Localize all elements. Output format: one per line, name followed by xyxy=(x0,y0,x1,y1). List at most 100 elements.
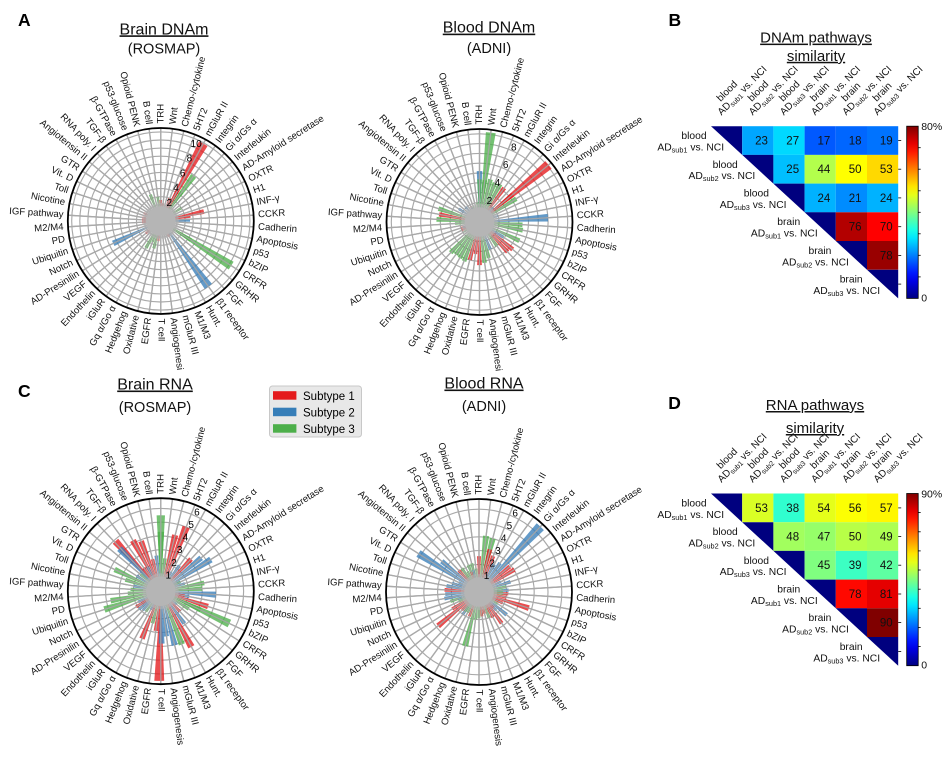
svg-text:p53: p53 xyxy=(252,616,271,631)
svg-text:21: 21 xyxy=(849,193,862,205)
svg-text:47: 47 xyxy=(818,532,831,544)
svg-text:Blood DNAm: Blood DNAm xyxy=(443,20,535,37)
svg-text:EGFR: EGFR xyxy=(458,688,472,716)
svg-text:ADsub3 vs. NCI: ADsub3 vs. NCI xyxy=(813,653,880,665)
svg-text:B cell: B cell xyxy=(140,100,154,125)
svg-text:TRH: TRH xyxy=(155,104,166,124)
svg-text:D: D xyxy=(668,393,681,413)
svg-text:RNA pathways: RNA pathways xyxy=(766,397,864,414)
svg-text:TRH: TRH xyxy=(155,474,166,494)
svg-text:Cadherin: Cadherin xyxy=(258,592,298,605)
svg-text:ADsub1 vs. NCI: ADsub1 vs. NCI xyxy=(657,510,724,522)
svg-text:INF-γ: INF-γ xyxy=(256,563,281,578)
svg-text:18: 18 xyxy=(849,136,862,148)
svg-text:Wnt: Wnt xyxy=(486,107,499,126)
svg-text:M2/M4: M2/M4 xyxy=(34,592,65,605)
svg-text:Wnt: Wnt xyxy=(168,106,181,125)
svg-text:70: 70 xyxy=(880,222,893,234)
svg-text:Subtype 2: Subtype 2 xyxy=(303,408,355,420)
svg-text:p53: p53 xyxy=(570,617,589,632)
svg-text:blood: blood xyxy=(681,131,706,142)
svg-text:B cell: B cell xyxy=(140,471,154,496)
svg-text:TRH: TRH xyxy=(474,105,485,125)
svg-text:CCKR: CCKR xyxy=(258,208,286,221)
svg-text:INF-γ: INF-γ xyxy=(574,194,599,209)
svg-text:brain: brain xyxy=(840,275,863,286)
svg-text:78: 78 xyxy=(880,250,893,262)
svg-text:8: 8 xyxy=(187,154,193,165)
svg-text:Wnt: Wnt xyxy=(168,477,181,496)
svg-text:similarity: similarity xyxy=(786,420,845,437)
svg-text:C: C xyxy=(18,381,31,401)
svg-text:10: 10 xyxy=(191,139,203,150)
svg-text:3: 3 xyxy=(177,545,183,556)
svg-text:76: 76 xyxy=(849,222,862,234)
svg-text:50: 50 xyxy=(849,164,862,176)
svg-text:54: 54 xyxy=(818,503,831,515)
svg-text:ADsub2 vs. NCI: ADsub2 vs. NCI xyxy=(689,539,756,551)
svg-text:H1: H1 xyxy=(571,183,586,197)
svg-text:24: 24 xyxy=(818,193,831,205)
svg-text:90%: 90% xyxy=(921,489,942,501)
svg-text:T cell: T cell xyxy=(473,690,484,713)
svg-text:H1: H1 xyxy=(570,553,585,567)
svg-text:0: 0 xyxy=(921,660,927,672)
svg-text:27: 27 xyxy=(786,136,799,148)
svg-text:IGF pathway: IGF pathway xyxy=(327,577,382,591)
svg-text:CCKR: CCKR xyxy=(258,578,286,591)
svg-text:Blood RNA: Blood RNA xyxy=(444,376,523,393)
svg-text:blood: blood xyxy=(744,188,769,199)
svg-text:81: 81 xyxy=(880,589,893,601)
svg-text:42: 42 xyxy=(880,560,893,572)
svg-text:p53: p53 xyxy=(252,246,271,261)
svg-text:(ADNI): (ADNI) xyxy=(462,399,506,415)
svg-text:1: 1 xyxy=(484,571,490,582)
svg-text:80%: 80% xyxy=(921,121,942,133)
svg-text:ADsub1 vs. NCI: ADsub1 vs. NCI xyxy=(751,229,818,241)
svg-text:(ROSMAP): (ROSMAP) xyxy=(128,42,201,58)
svg-text:EGFR: EGFR xyxy=(140,317,154,345)
svg-text:PD: PD xyxy=(370,235,385,248)
svg-text:38: 38 xyxy=(786,503,799,515)
svg-text:INF-γ: INF-γ xyxy=(256,193,281,208)
svg-text:24: 24 xyxy=(880,193,893,205)
svg-text:ADsub2 vs. NCI: ADsub2 vs. NCI xyxy=(689,171,756,183)
svg-text:M2/M4: M2/M4 xyxy=(34,222,65,235)
svg-text:48: 48 xyxy=(786,532,799,544)
svg-text:(ADNI): (ADNI) xyxy=(467,41,511,57)
svg-text:19: 19 xyxy=(880,136,893,148)
svg-text:6: 6 xyxy=(180,169,186,180)
svg-text:5: 5 xyxy=(188,520,194,531)
svg-text:Subtype 1: Subtype 1 xyxy=(303,391,355,403)
svg-text:ADsub3 vs. NCI: ADsub3 vs. NCI xyxy=(720,567,787,579)
svg-text:Cadherin: Cadherin xyxy=(576,223,616,236)
svg-text:brain: brain xyxy=(777,217,800,228)
svg-text:IGF pathway: IGF pathway xyxy=(328,207,383,221)
svg-text:CCKR: CCKR xyxy=(576,209,604,222)
svg-text:Toll: Toll xyxy=(53,181,70,196)
svg-text:4: 4 xyxy=(173,183,179,194)
svg-text:6: 6 xyxy=(194,508,200,519)
svg-text:5: 5 xyxy=(507,521,513,532)
svg-text:4: 4 xyxy=(183,533,189,544)
svg-text:53: 53 xyxy=(880,164,893,176)
svg-text:H1: H1 xyxy=(252,552,267,566)
svg-text:50: 50 xyxy=(849,532,862,544)
svg-text:0: 0 xyxy=(921,292,927,304)
svg-text:brain: brain xyxy=(840,642,863,653)
svg-text:blood: blood xyxy=(713,527,738,538)
svg-text:Subtype 3: Subtype 3 xyxy=(303,424,355,436)
svg-text:ADsub2 vs. NCI: ADsub2 vs. NCI xyxy=(782,625,849,637)
svg-text:T cell: T cell xyxy=(155,689,166,712)
svg-text:Toll: Toll xyxy=(371,182,388,197)
svg-text:blood: blood xyxy=(681,498,706,509)
svg-text:T cell: T cell xyxy=(474,320,485,343)
svg-text:Brain DNAm: Brain DNAm xyxy=(120,21,209,38)
svg-text:4: 4 xyxy=(495,178,501,189)
svg-text:PD: PD xyxy=(51,234,66,247)
svg-text:4: 4 xyxy=(501,533,507,544)
svg-text:p53: p53 xyxy=(570,247,589,262)
svg-text:B cell: B cell xyxy=(459,101,473,126)
svg-text:56: 56 xyxy=(849,503,862,515)
svg-text:PD: PD xyxy=(369,605,384,618)
